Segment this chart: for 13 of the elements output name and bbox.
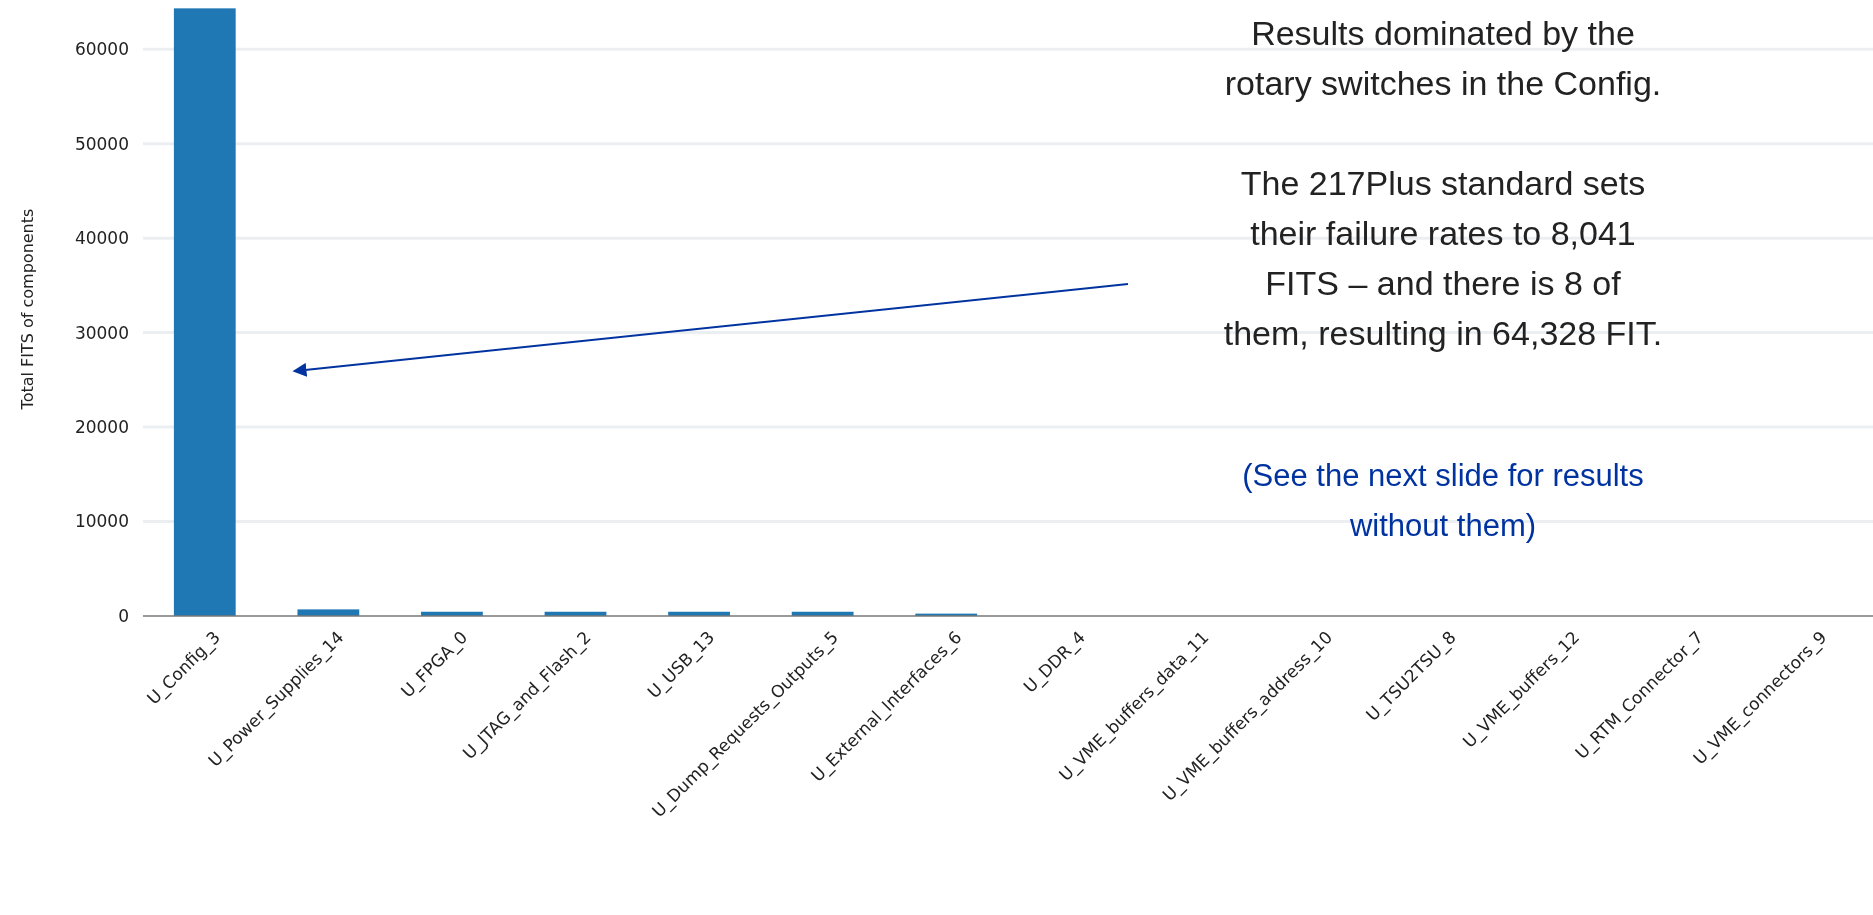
- annotation: The 217Plus standard sets their failure rates to 8,041 FITS – and there is 8 of them, resulting in 64,328 FIT.: [1223, 163, 1663, 352]
- y-tick-label: 30000: [74, 322, 129, 343]
- bar: [173, 8, 236, 616]
- y-tick-label: 10000: [74, 511, 129, 532]
- bar: [297, 609, 360, 616]
- annotation: Results dominated by the rotary switches in the Config.: [1224, 13, 1662, 102]
- y-tick-label: 60000: [74, 39, 129, 60]
- y-tick-label: 40000: [74, 228, 129, 249]
- annotation: (See the next slide for results without them): [1242, 457, 1644, 543]
- y-tick-label: 0: [118, 605, 129, 626]
- y-axis-title: Total FITS of components: [18, 208, 37, 411]
- y-tick-label: 50000: [74, 133, 129, 154]
- y-tick-label: 20000: [74, 417, 129, 438]
